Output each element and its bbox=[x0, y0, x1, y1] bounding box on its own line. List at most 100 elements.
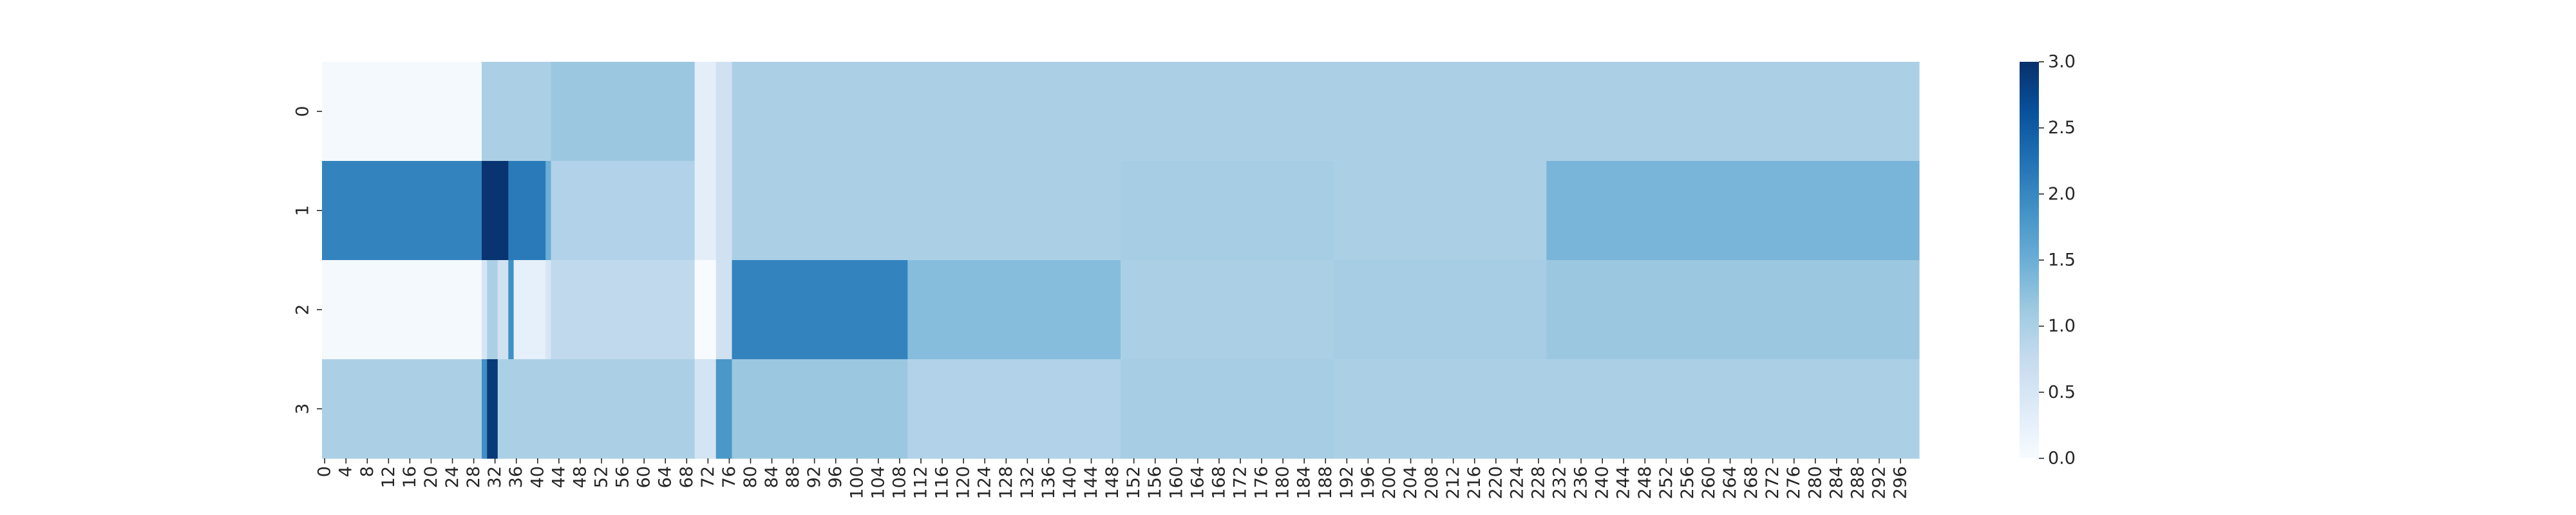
heatmap-cell bbox=[1333, 161, 1547, 261]
x-tick-label: 20 bbox=[421, 466, 441, 488]
x-tick-label: 212 bbox=[1443, 466, 1463, 500]
x-tick-label: 128 bbox=[996, 466, 1016, 500]
heatmap-cell bbox=[482, 62, 552, 162]
x-tick-label: 228 bbox=[1528, 466, 1548, 500]
x-tick-label: 180 bbox=[1273, 466, 1293, 500]
heatmap-cell bbox=[482, 161, 509, 261]
x-tick-label: 288 bbox=[1848, 466, 1868, 500]
heatmap-cell bbox=[545, 260, 552, 360]
x-tick-label: 184 bbox=[1294, 466, 1314, 500]
x-tick-label: 164 bbox=[1188, 466, 1208, 500]
x-tick-label: 168 bbox=[1209, 466, 1229, 500]
x-tick-label: 172 bbox=[1231, 466, 1251, 500]
x-tick-label: 224 bbox=[1507, 466, 1527, 500]
colorbar-tick-label: 2.5 bbox=[2048, 118, 2076, 138]
heatmap-cell bbox=[513, 260, 546, 360]
y-axis-ticks: 0 1 2 3 bbox=[293, 106, 322, 415]
x-tick-label: 236 bbox=[1571, 466, 1591, 500]
heatmap-cell bbox=[732, 161, 1121, 261]
heatmap-cell bbox=[694, 260, 717, 360]
colorbar: 0.0 0.5 1.0 1.5 2.0 2.5 3.0 bbox=[2020, 52, 2076, 469]
colorbar-tick-label: 3.0 bbox=[2048, 52, 2076, 72]
heatmap-cell bbox=[907, 260, 1121, 360]
x-tick-label: 232 bbox=[1550, 466, 1570, 500]
heatmap-cell bbox=[1546, 161, 1920, 261]
y-tick-label: 0 bbox=[293, 106, 313, 117]
y-tick-label: 3 bbox=[293, 403, 313, 414]
heatmap-cell bbox=[1121, 359, 1334, 459]
colorbar-tick-label: 0.5 bbox=[2048, 382, 2076, 402]
heatmap-cell bbox=[907, 359, 1121, 459]
heatmap-cell bbox=[715, 161, 733, 261]
x-tick-label: 68 bbox=[677, 466, 697, 488]
heatmap-cell bbox=[1333, 359, 1920, 459]
x-tick-label: 276 bbox=[1784, 466, 1804, 500]
x-tick-label: 92 bbox=[804, 466, 824, 488]
heatmap-cell bbox=[482, 260, 488, 360]
heatmap-cell bbox=[497, 260, 509, 360]
x-axis-ticks: 0 4 8 12 16 20 24 28 32 36 40 44 48 52 56 60 64 68 72 76 80 8… bbox=[315, 458, 1911, 500]
heatmap-cell bbox=[487, 260, 498, 360]
x-tick-label: 240 bbox=[1593, 466, 1613, 500]
colorbar-tick-label: 1.5 bbox=[2048, 250, 2076, 270]
x-tick-label: 140 bbox=[1060, 466, 1080, 500]
x-tick-label: 144 bbox=[1081, 466, 1101, 500]
heatmap-cell bbox=[551, 161, 696, 261]
x-tick-label: 136 bbox=[1039, 466, 1059, 500]
x-tick-label: 80 bbox=[741, 466, 761, 488]
x-tick-label: 60 bbox=[634, 466, 654, 488]
x-tick-label: 52 bbox=[592, 466, 612, 488]
x-tick-label: 116 bbox=[933, 466, 952, 500]
x-tick-label: 268 bbox=[1741, 466, 1761, 500]
x-tick-label: 100 bbox=[847, 466, 867, 500]
heatmap-cell bbox=[551, 62, 696, 162]
heatmap-cell bbox=[322, 260, 482, 360]
colorbar-tick-label: 1.0 bbox=[2048, 316, 2076, 336]
x-tick-label: 256 bbox=[1678, 466, 1698, 500]
heatmap-cell bbox=[1121, 260, 1334, 360]
x-tick-label: 156 bbox=[1145, 466, 1165, 500]
x-tick-label: 108 bbox=[889, 466, 909, 500]
heatmap-cell bbox=[497, 359, 696, 459]
heatmap-cell bbox=[694, 161, 717, 261]
heatmap-cell bbox=[322, 161, 482, 261]
x-tick-label: 104 bbox=[868, 466, 888, 500]
x-tick-label: 296 bbox=[1891, 466, 1911, 500]
x-tick-label: 292 bbox=[1870, 466, 1889, 500]
heatmap-cell bbox=[715, 62, 733, 162]
x-tick-label: 76 bbox=[719, 466, 739, 488]
heatmap-cell bbox=[545, 161, 552, 261]
heatmap-cell bbox=[732, 359, 908, 459]
x-tick-label: 40 bbox=[527, 466, 547, 488]
x-tick-label: 132 bbox=[1018, 466, 1037, 500]
x-tick-label: 260 bbox=[1699, 466, 1719, 500]
x-tick-label: 48 bbox=[570, 466, 590, 488]
x-tick-label: 176 bbox=[1252, 466, 1272, 500]
x-tick-label: 32 bbox=[485, 466, 505, 488]
heatmap-cell bbox=[482, 359, 488, 459]
heatmap-cell bbox=[1121, 62, 1920, 162]
x-tick-label: 208 bbox=[1422, 466, 1442, 500]
colorbar-tick-label: 2.0 bbox=[2048, 184, 2076, 204]
x-tick-label: 120 bbox=[954, 466, 974, 500]
x-tick-label: 36 bbox=[506, 466, 526, 488]
heatmap-cell bbox=[715, 260, 733, 360]
x-tick-label: 88 bbox=[783, 466, 803, 488]
y-tick-label: 1 bbox=[293, 205, 313, 216]
x-tick-label: 152 bbox=[1124, 466, 1144, 500]
x-tick-label: 148 bbox=[1103, 466, 1122, 500]
heatmap-cell bbox=[1333, 260, 1547, 360]
heatmap-cell bbox=[551, 260, 696, 360]
x-tick-label: 216 bbox=[1464, 466, 1484, 500]
x-tick-label: 200 bbox=[1379, 466, 1399, 500]
x-tick-label: 44 bbox=[549, 466, 569, 488]
x-tick-label: 4 bbox=[336, 466, 356, 477]
x-tick-label: 252 bbox=[1656, 466, 1676, 500]
heatmap-cell bbox=[508, 161, 546, 261]
heatmap-cell bbox=[715, 359, 733, 459]
x-tick-label: 64 bbox=[656, 466, 676, 488]
x-tick-label: 16 bbox=[400, 466, 420, 488]
x-tick-label: 96 bbox=[826, 466, 846, 488]
heatmap-cell bbox=[732, 260, 908, 360]
y-tick-label: 2 bbox=[293, 304, 313, 315]
